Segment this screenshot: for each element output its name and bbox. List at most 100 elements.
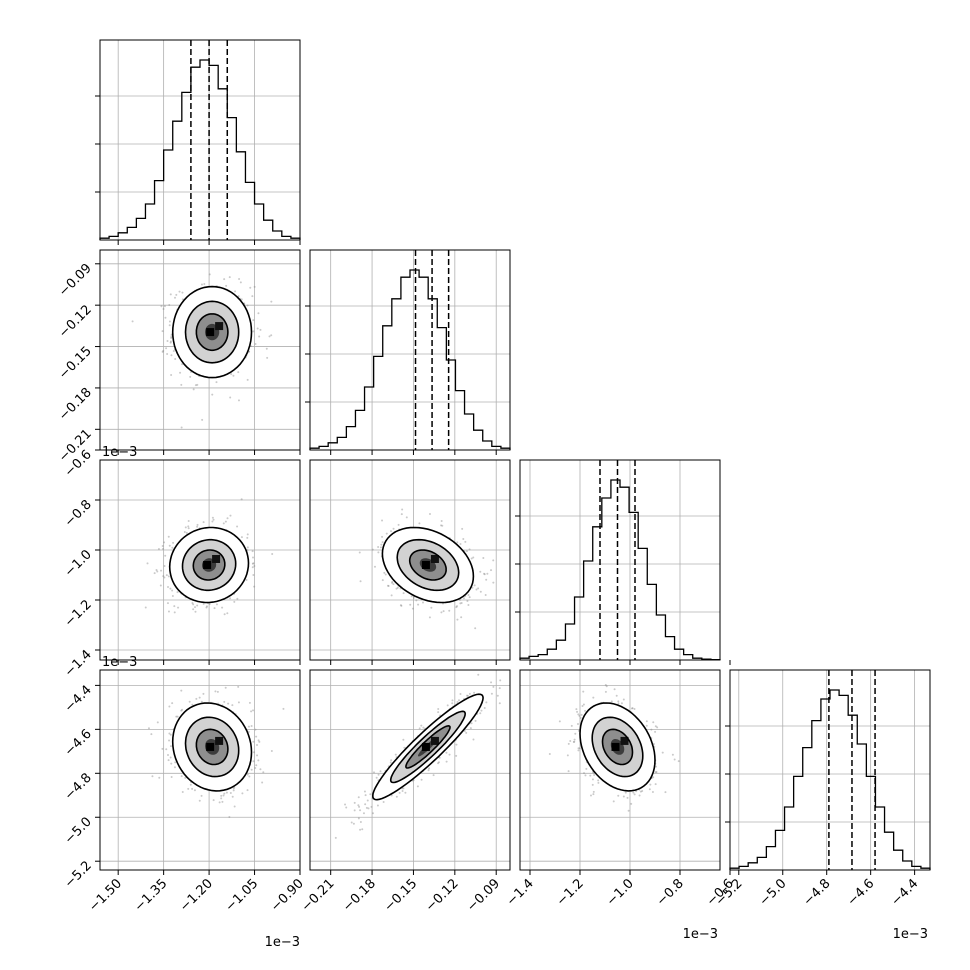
sample-point [233, 805, 236, 808]
x-tick-label: −0.21 [299, 876, 338, 915]
sample-point [216, 690, 219, 693]
sample-point [270, 750, 273, 753]
sample-point [617, 702, 620, 705]
sample-point [229, 514, 232, 517]
sample-point [247, 725, 250, 728]
x-tick-label: −1.4 [504, 876, 537, 909]
sample-point [597, 781, 600, 784]
histogram-3 [729, 689, 931, 870]
x-tick-label: −1.20 [177, 876, 216, 915]
sample-point [344, 803, 347, 806]
sample-point [220, 797, 223, 800]
sample-point [411, 607, 414, 610]
sample-point [567, 770, 570, 773]
sample-point [168, 732, 171, 735]
sample-point [187, 519, 190, 522]
sample-point [170, 354, 173, 357]
panel-1-3 [334, 673, 502, 839]
sample-point [482, 557, 485, 560]
histogram-0 [99, 59, 301, 240]
sample-point [164, 554, 167, 557]
sample-point [654, 783, 657, 786]
sample-point [237, 371, 240, 374]
sample-point [492, 559, 495, 562]
sample-point [389, 761, 392, 764]
sample-point [221, 606, 224, 609]
sample-point [578, 747, 581, 750]
sample-point [630, 802, 633, 805]
sample-point [448, 609, 451, 612]
sample-point [202, 602, 205, 605]
sample-point [471, 586, 474, 589]
sample-point [483, 706, 486, 709]
contour-line [371, 693, 484, 801]
sample-point [648, 788, 651, 791]
sample-point [460, 602, 463, 605]
sample-point [576, 710, 579, 713]
sample-point [428, 513, 431, 516]
sample-point [400, 513, 403, 516]
sample-point [252, 330, 255, 333]
sample-point [437, 762, 440, 765]
sample-point [240, 298, 243, 301]
sample-point [252, 760, 255, 763]
sample-point [166, 340, 169, 343]
sample-point [465, 731, 468, 734]
sample-point [144, 606, 147, 609]
sample-point [227, 702, 230, 705]
sample-point [169, 293, 172, 296]
sample-point [577, 713, 580, 716]
panel-frame [309, 669, 511, 871]
x-tick-label: −4.6 [845, 876, 878, 909]
sample-point [401, 790, 404, 793]
sample-point [379, 770, 382, 773]
hist-panel-bg [310, 250, 510, 450]
sample-point [223, 700, 226, 703]
sample-point [178, 290, 181, 293]
sample-point [392, 527, 395, 530]
sample-point [181, 708, 184, 711]
sample-point [169, 733, 172, 736]
x-tick-label: −4.4 [889, 876, 922, 909]
sample-point [164, 316, 167, 319]
sample-point [573, 738, 576, 741]
sample-point [615, 694, 618, 697]
sample-point [567, 742, 570, 745]
sample-point [592, 790, 595, 793]
offset-label: 1e−3 [683, 927, 718, 942]
sample-point [156, 721, 159, 724]
sample-point [498, 702, 501, 705]
sample-point [170, 337, 173, 340]
sample-point [405, 516, 408, 519]
sample-point [485, 578, 488, 581]
sample-point [224, 520, 227, 523]
sample-point [617, 794, 620, 797]
sample-point [259, 328, 262, 331]
sample-point [633, 793, 636, 796]
sample-point [604, 690, 607, 693]
offset-label: 1e−3 [102, 655, 137, 670]
sample-point [455, 606, 458, 609]
sample-point [282, 707, 285, 710]
sample-point [548, 753, 551, 756]
sample-point [270, 300, 273, 303]
y-tick-label: −5.2 [62, 858, 95, 891]
sample-point [225, 284, 228, 287]
histogram-2 [519, 479, 721, 661]
x-tick-label: −4.8 [801, 876, 834, 909]
sample-point [176, 715, 179, 718]
sample-point [572, 741, 575, 744]
sample-point [156, 570, 159, 573]
sample-point [157, 547, 160, 550]
sample-point [172, 541, 175, 544]
sample-point [483, 572, 486, 575]
sample-point [362, 812, 365, 815]
offset-label: 1e−3 [265, 935, 300, 950]
sample-point [651, 791, 654, 794]
contour-line [405, 724, 451, 769]
sample-point [357, 817, 360, 820]
sample-point [160, 305, 163, 308]
sample-point [612, 800, 615, 803]
sample-point [627, 809, 630, 812]
sample-point [253, 751, 256, 754]
